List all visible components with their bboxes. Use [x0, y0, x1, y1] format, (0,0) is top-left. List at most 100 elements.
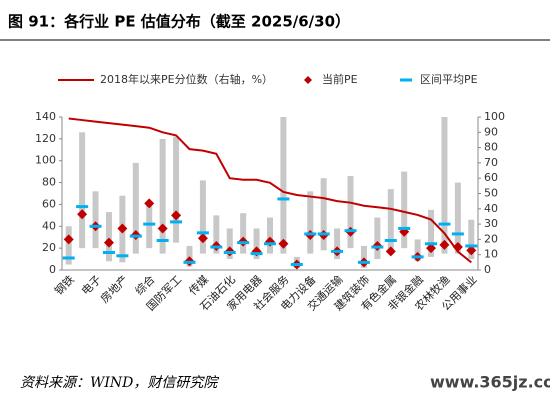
legend-label: 2018年以来PE分位数（右轴，%） [100, 72, 273, 86]
range-bar [320, 178, 327, 251]
avg-pe [129, 234, 142, 238]
range-bar [414, 239, 421, 262]
range-bar [159, 138, 166, 254]
current-pe [439, 239, 450, 250]
current-pe [77, 209, 88, 220]
y-tick-label: 0 [49, 263, 56, 276]
legend-diamond [304, 76, 312, 84]
y2-tick-label: 10 [484, 248, 498, 261]
legend-dash [400, 78, 412, 82]
x-tick-label: 房地产 [97, 272, 130, 305]
legend-label: 区间平均PE [420, 73, 478, 86]
avg-pe [76, 205, 89, 209]
avg-pe [344, 229, 357, 233]
avg-pe [331, 249, 344, 253]
avg-pe [398, 226, 411, 230]
range-bar [132, 162, 139, 254]
y-tick-label: 60 [42, 197, 56, 210]
avg-pe [237, 241, 250, 245]
current-pe [426, 243, 437, 254]
range-bar [280, 117, 287, 254]
avg-pe [264, 242, 276, 246]
current-pe [63, 234, 74, 245]
current-pe [117, 223, 128, 234]
avg-pe [371, 245, 384, 249]
avg-pe [170, 220, 183, 224]
range-bar [79, 132, 86, 249]
range-bar [267, 217, 273, 254]
y-tick-label: 100 [35, 154, 56, 167]
current-pe [157, 223, 168, 234]
range-bar [374, 217, 381, 260]
avg-pe [156, 238, 169, 242]
avg-pe [317, 232, 330, 236]
current-pe [197, 233, 208, 244]
avg-pe [116, 254, 129, 258]
avg-pe [196, 231, 209, 235]
avg-pe [465, 244, 478, 248]
avg-pe [438, 222, 451, 226]
y2-tick-label: 20 [484, 232, 498, 245]
y2-tick-label: 80 [484, 141, 498, 154]
current-pe [385, 246, 396, 257]
y2-tick-label: 50 [484, 187, 498, 200]
avg-pe [357, 260, 370, 264]
avg-pe [183, 260, 196, 264]
current-pe [144, 198, 155, 209]
avg-pe [451, 232, 464, 236]
range-bar [441, 117, 448, 254]
current-pe [278, 238, 289, 249]
legend-label: 当前PE [322, 72, 358, 86]
x-tick-label: 钢铁 [52, 273, 77, 298]
y-tick-label: 20 [42, 241, 56, 254]
range-bar [360, 245, 367, 268]
range-bar [173, 136, 180, 243]
current-pe [452, 242, 463, 253]
avg-pe [223, 251, 236, 255]
y2-tick-label: 40 [484, 202, 498, 215]
range-bar [213, 215, 220, 254]
current-pe [171, 210, 182, 221]
range-bar [401, 171, 408, 249]
chart-title: 图 91：各行业 PE 估值分布（截至 2025/6/30） [8, 13, 350, 31]
range-bar [226, 228, 233, 260]
y2-tick-label: 60 [484, 171, 498, 184]
y2-tick-label: 30 [484, 217, 498, 230]
range-bar [240, 213, 247, 254]
range-bar [454, 182, 461, 254]
range-bar [468, 219, 475, 260]
range-bar [199, 180, 206, 254]
y-tick-label: 40 [42, 219, 56, 232]
avg-pe [143, 222, 156, 226]
avg-pe [250, 252, 263, 256]
avg-pe [425, 242, 438, 246]
y-tick-label: 120 [35, 132, 56, 145]
range-bar [146, 204, 153, 249]
range-bar [92, 191, 99, 249]
avg-pe [304, 232, 317, 236]
current-pe [466, 245, 477, 256]
avg-pe [210, 245, 223, 249]
y2-tick-label: 90 [484, 125, 498, 138]
range-bar [387, 189, 394, 254]
range-bar [334, 228, 341, 260]
watermark: www.365jz.com [430, 373, 550, 392]
range-bar [307, 191, 314, 254]
range-bar [428, 209, 435, 257]
y2-tick-label: 0 [484, 263, 491, 276]
avg-pe [62, 256, 75, 260]
y2-tick-label: 100 [484, 110, 505, 123]
y-tick-label: 80 [42, 176, 56, 189]
range-bar [105, 212, 112, 262]
y-tick-label: 140 [35, 110, 56, 123]
avg-pe [290, 263, 303, 267]
current-pe [103, 237, 114, 248]
avg-pe [411, 255, 424, 259]
y2-tick-label: 70 [484, 156, 498, 169]
range-bar [65, 226, 72, 265]
avg-pe [277, 197, 290, 201]
range-bar [347, 176, 354, 249]
source: 资料来源：WIND，财信研究院 [20, 375, 219, 391]
avg-pe [384, 238, 397, 242]
